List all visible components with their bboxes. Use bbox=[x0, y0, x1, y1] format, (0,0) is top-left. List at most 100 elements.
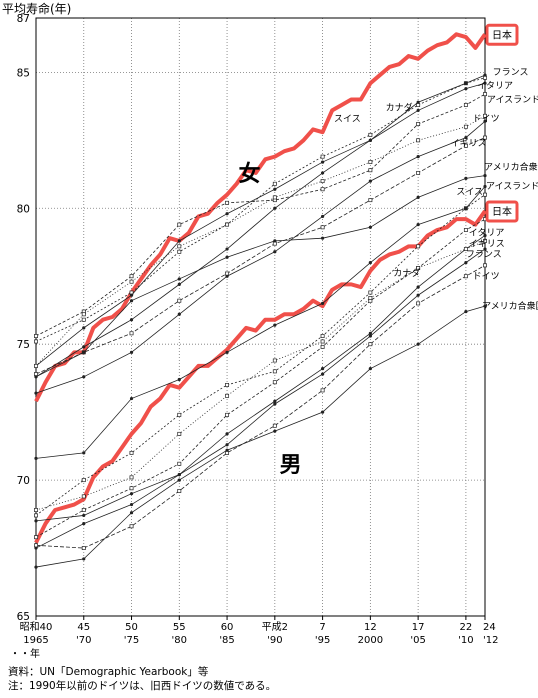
series-labels: 女男日本フランスイタリアアイスランドスイスカナダドイツイギリスアメリカ合衆国日本… bbox=[239, 23, 538, 478]
data-point bbox=[225, 412, 230, 417]
x-tick-label: '85 bbox=[219, 635, 234, 646]
data-point bbox=[225, 212, 229, 216]
x-tick-label: 45 bbox=[77, 622, 90, 633]
data-point bbox=[483, 184, 487, 189]
data-point bbox=[273, 187, 277, 191]
data-point bbox=[320, 179, 325, 184]
y-tick-label: 85 bbox=[17, 67, 30, 79]
data-point bbox=[34, 339, 38, 344]
y-tick-label: 87 bbox=[17, 13, 30, 25]
data-point bbox=[368, 296, 373, 300]
data-point bbox=[463, 124, 468, 129]
data-point bbox=[129, 318, 134, 322]
data-point bbox=[272, 195, 277, 200]
data-point bbox=[483, 233, 487, 238]
data-point bbox=[82, 375, 86, 379]
data-point bbox=[368, 198, 373, 203]
data-point bbox=[483, 92, 487, 97]
data-point bbox=[483, 247, 487, 251]
series-label: アメリカ合衆国 bbox=[484, 161, 538, 173]
data-point bbox=[81, 546, 86, 550]
data-point bbox=[416, 266, 421, 271]
data-point bbox=[416, 122, 421, 126]
x-tick-label: '12 bbox=[483, 635, 498, 646]
data-point bbox=[320, 160, 325, 164]
y-tick-label: 75 bbox=[17, 339, 30, 351]
data-point bbox=[463, 247, 468, 251]
footnote: 注：1990年以前のドイツは、旧西ドイツの数値である。 bbox=[8, 680, 277, 692]
series-label: アイスランド bbox=[486, 181, 538, 192]
series-label: ドイツ bbox=[473, 114, 500, 124]
data-point bbox=[483, 73, 487, 77]
data-point bbox=[273, 323, 277, 327]
data-point bbox=[368, 132, 373, 137]
data-point bbox=[463, 103, 468, 107]
data-point bbox=[34, 334, 38, 338]
data-point bbox=[416, 293, 420, 297]
data-point bbox=[463, 228, 468, 232]
data-point bbox=[273, 239, 277, 243]
data-point bbox=[483, 81, 487, 85]
data-point bbox=[416, 244, 421, 249]
data-point bbox=[34, 565, 38, 569]
x-tick-label: 17 bbox=[412, 622, 425, 633]
data-point bbox=[416, 301, 421, 306]
data-point bbox=[129, 299, 134, 303]
data-point bbox=[81, 508, 86, 512]
data-point bbox=[320, 171, 325, 175]
data-point bbox=[177, 312, 181, 316]
data-point bbox=[483, 174, 487, 178]
series-label: フランス bbox=[493, 67, 529, 78]
series-line-japan-female bbox=[34, 32, 487, 403]
data-point bbox=[272, 358, 277, 363]
data-point bbox=[225, 200, 230, 205]
series-line bbox=[35, 82, 486, 378]
x-tick-label: 22 bbox=[460, 622, 473, 633]
y-tick-label: 80 bbox=[17, 203, 30, 215]
data-point bbox=[273, 429, 277, 433]
data-point bbox=[82, 557, 86, 561]
data-point bbox=[34, 375, 38, 379]
data-point bbox=[320, 187, 325, 192]
series-label-japan-female: 日本 bbox=[485, 23, 519, 46]
series-label: カナダ bbox=[386, 101, 413, 113]
data-point bbox=[129, 511, 134, 515]
series-label-box bbox=[485, 23, 519, 46]
data-point bbox=[272, 380, 277, 385]
data-point bbox=[129, 293, 134, 297]
x-tick-label: 12 bbox=[364, 622, 377, 633]
series-line bbox=[35, 265, 486, 549]
data-point bbox=[483, 238, 487, 243]
series-lines bbox=[34, 32, 487, 569]
data-point bbox=[464, 261, 468, 265]
data-point bbox=[81, 317, 86, 322]
data-point bbox=[82, 451, 86, 455]
data-point bbox=[320, 367, 325, 371]
x-tick-label: 24 bbox=[483, 622, 496, 633]
data-point bbox=[34, 543, 38, 548]
data-point bbox=[177, 244, 182, 249]
data-point bbox=[177, 412, 182, 417]
data-point bbox=[129, 331, 134, 336]
data-point bbox=[129, 279, 134, 284]
data-point bbox=[320, 388, 325, 393]
data-point bbox=[225, 448, 229, 452]
data-point bbox=[464, 206, 468, 210]
data-point bbox=[82, 513, 86, 518]
data-point bbox=[272, 369, 277, 374]
data-point bbox=[129, 475, 134, 480]
data-point bbox=[34, 508, 38, 512]
data-point bbox=[177, 282, 181, 286]
x-tick-label: 2000 bbox=[358, 635, 383, 646]
data-point bbox=[177, 461, 182, 466]
data-point bbox=[177, 478, 181, 482]
data-point bbox=[273, 399, 277, 403]
data-point bbox=[272, 181, 277, 186]
data-point bbox=[177, 277, 181, 281]
x-tick-label: '10 bbox=[458, 635, 473, 646]
data-point bbox=[463, 274, 468, 279]
data-point bbox=[34, 363, 38, 368]
data-point bbox=[483, 304, 487, 308]
data-point bbox=[464, 136, 468, 140]
data-point bbox=[129, 524, 134, 529]
